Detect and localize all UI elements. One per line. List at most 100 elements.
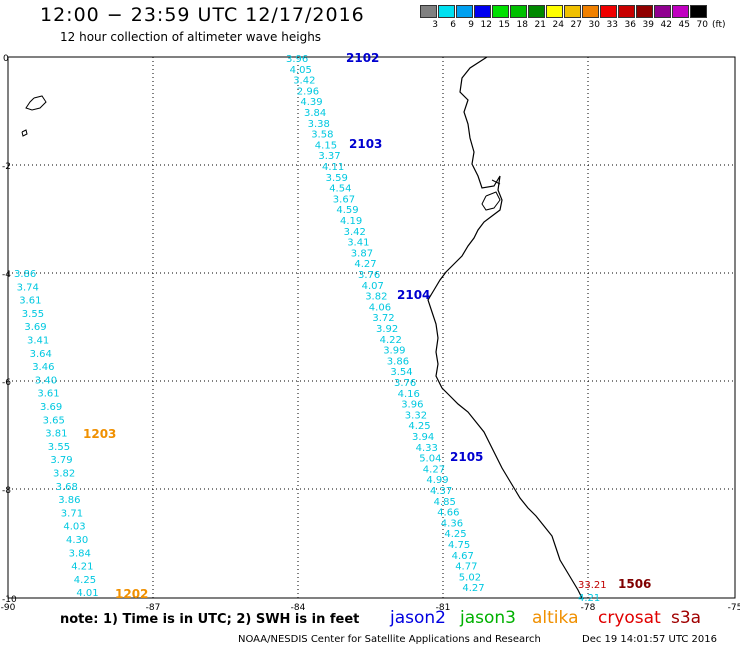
legend-label: 12 — [480, 20, 492, 30]
swh-value: 4.25 — [444, 529, 466, 540]
plot-frame — [7, 56, 736, 599]
swh-value: 3.94 — [412, 432, 434, 443]
swh-value: 4.30 — [66, 535, 88, 546]
legend-label: 18 — [516, 20, 528, 30]
legend-label: 70 — [696, 20, 708, 30]
x-tick-label: -87 — [146, 603, 161, 613]
legend-unit: (ft) — [712, 20, 726, 30]
swh-value: 4.06 — [369, 302, 391, 313]
swh-value: 3.76 — [358, 270, 380, 281]
gulf-outline — [481, 191, 501, 211]
swh-value: 3.84 — [69, 548, 91, 559]
legend-swatch — [654, 5, 671, 18]
legend-swatch — [672, 5, 689, 18]
satellite-altika: altika — [532, 608, 579, 628]
swh-value: 3.74 — [17, 282, 39, 293]
swh-value: 4.54 — [329, 184, 351, 195]
swh-value: 3.55 — [22, 309, 44, 320]
swh-value: 4.25 — [74, 575, 96, 586]
swh-value: 3.84 — [304, 108, 326, 119]
swh-value: 3.82 — [53, 469, 75, 480]
swh-value: 3.55 — [48, 442, 70, 453]
x-tick-label: -90 — [1, 603, 16, 613]
legend-label: 45 — [678, 20, 690, 30]
swh-value: 3.68 — [56, 482, 78, 493]
swh-value: 4.77 — [455, 562, 477, 573]
swh-value: 3.42 — [344, 227, 366, 238]
pass-label: 1203 — [83, 427, 116, 441]
swh-value: 4.59 — [336, 205, 358, 216]
pass-label: 2105 — [450, 450, 483, 464]
swh-value: 3.37 — [318, 151, 340, 162]
swh-value: 3.40 — [35, 375, 57, 386]
swh-value: 4.03 — [63, 522, 85, 533]
swh-value: 4.33 — [416, 443, 438, 454]
swh-value: 33.21 — [578, 580, 607, 591]
legend-swatch — [456, 5, 473, 18]
swh-value: 3.86 — [14, 269, 36, 280]
swh-value: 3.61 — [37, 389, 59, 400]
swh-value: 4.16 — [398, 389, 420, 400]
swh-value: 3.79 — [50, 455, 72, 466]
y-tick-label: -4 — [2, 270, 11, 280]
x-tick-label: -75 — [728, 603, 740, 613]
swh-value: 4.07 — [362, 281, 384, 292]
legend-swatch — [510, 5, 527, 18]
swh-value: 3.46 — [32, 362, 54, 373]
swh-value: 3.32 — [405, 410, 427, 421]
swh-value: 3.96 — [401, 400, 423, 411]
legend-swatch — [564, 5, 581, 18]
footer-note: note: 1) Time is in UTC; 2) SWH is in fe… — [60, 612, 360, 627]
legend-label: 27 — [570, 20, 582, 30]
legend-swatch — [474, 5, 491, 18]
x-tick-label: -81 — [436, 603, 451, 613]
legend-swatch — [492, 5, 509, 18]
swh-value: 3.41 — [347, 238, 369, 249]
swh-value: 3.64 — [30, 349, 52, 360]
legend-label: 21 — [534, 20, 546, 30]
swh-value: 5.02 — [459, 572, 481, 583]
swh-value: 3.81 — [45, 429, 67, 440]
legend-label: 3 — [432, 20, 438, 30]
legend-label: 30 — [588, 20, 600, 30]
swh-value: 3.69 — [40, 402, 62, 413]
swh-value: 3.54 — [390, 367, 412, 378]
legend-swatch — [582, 5, 599, 18]
footer-timestamp: Dec 19 14:01:57 UTC 2016 — [582, 634, 717, 645]
y-tick-label: -6 — [2, 378, 11, 388]
swh-value: 3.58 — [311, 130, 333, 141]
swh-value: 3.71 — [61, 508, 83, 519]
y-tick-label: 0 — [3, 54, 9, 64]
swh-value: 4.99 — [426, 475, 448, 486]
island-outline — [491, 179, 501, 185]
legend-label: 24 — [552, 20, 564, 30]
swh-value: 3.99 — [383, 346, 405, 357]
pass-label: 1202 — [115, 587, 148, 601]
page-title: 12:00 − 23:59 UTC 12/17/2016 — [40, 4, 365, 26]
swh-value: 3.87 — [351, 248, 373, 259]
legend-swatch — [546, 5, 563, 18]
swh-value: 3.61 — [19, 296, 41, 307]
legend-swatch — [690, 5, 707, 18]
swh-value: 4.27 — [354, 259, 376, 270]
swh-value: 4.66 — [437, 508, 459, 519]
page-subtitle: 12 hour collection of altimeter wave hei… — [60, 30, 322, 44]
swh-value: 4.39 — [300, 97, 322, 108]
swh-value: 4.85 — [434, 497, 456, 508]
swh-value: 3.86 — [387, 356, 409, 367]
legend-swatch — [438, 5, 455, 18]
swh-value: 4.67 — [452, 551, 474, 562]
swh-value: 3.86 — [58, 495, 80, 506]
swh-value: 4.21 — [578, 593, 600, 604]
swh-value: 4.05 — [290, 65, 312, 76]
satellite-cryosat: cryosat — [598, 608, 661, 628]
swh-value: 3.96 — [286, 54, 308, 65]
legend-swatch — [528, 5, 545, 18]
swh-value: 5.04 — [419, 454, 441, 465]
swh-value: 3.38 — [308, 119, 330, 130]
coastline — [427, 56, 583, 599]
legend-swatch — [618, 5, 635, 18]
x-tick-label: -84 — [291, 603, 306, 613]
legend-label: 9 — [468, 20, 474, 30]
